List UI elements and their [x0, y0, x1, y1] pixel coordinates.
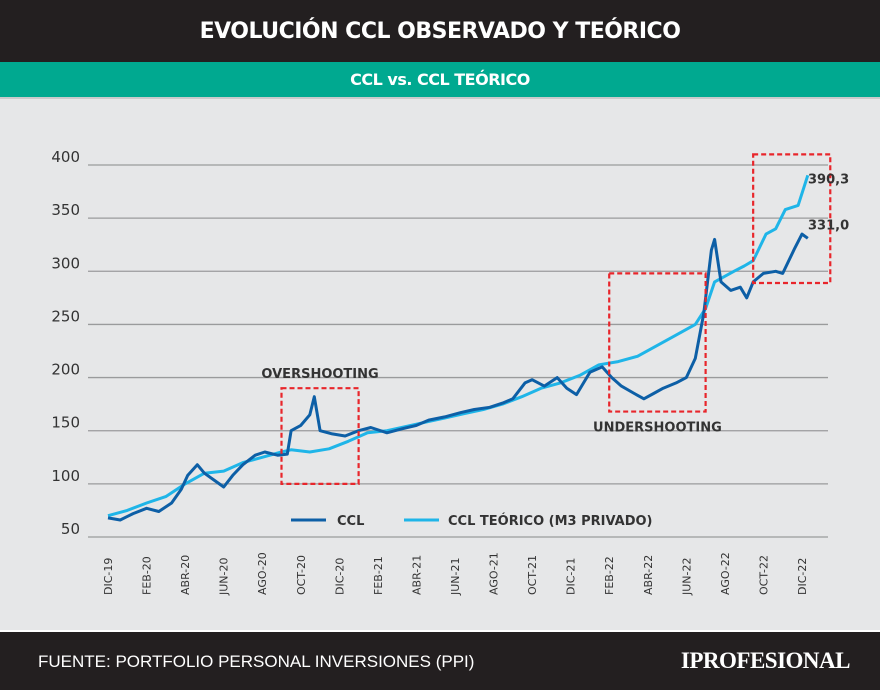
y-tick-label: 250	[51, 307, 80, 325]
x-tick-label: DIC-21	[565, 558, 578, 595]
x-tick-label: JUN-20	[218, 558, 231, 597]
x-tick-label: JUN-21	[449, 558, 462, 597]
y-tick-label: 150	[51, 414, 80, 432]
x-tick-label: AGO-21	[488, 552, 501, 595]
end-label-ccl: 331,0	[808, 219, 849, 234]
y-tick-label: 400	[51, 148, 80, 166]
annotation-label: OVERSHOOTING	[261, 367, 378, 382]
annotation-label: UNDERSHOOTING	[593, 421, 722, 436]
chart-title: EVOLUCIÓN CCL OBSERVADO Y TEÓRICO	[0, 0, 880, 62]
legend-label-ccl-teorico: CCL TEÓRICO (M3 PRIVADO)	[448, 513, 653, 529]
chart-subtitle: CCL vs. CCL TEÓRICO	[0, 62, 880, 99]
annotation-box	[608, 272, 707, 413]
x-tick-label: AGO-20	[256, 552, 269, 595]
x-tick-label: DIC-20	[333, 558, 346, 595]
source-text: FUENTE: PORTFOLIO PERSONAL INVERSIONES (…	[38, 652, 475, 671]
x-tick-label: AGO-22	[719, 552, 732, 595]
ccl-teorico-line	[107, 174, 810, 518]
footer: FUENTE: PORTFOLIO PERSONAL INVERSIONES (…	[0, 630, 880, 690]
x-tick-label: FEB-20	[141, 556, 154, 595]
x-tick-label: OCT-20	[295, 555, 308, 595]
line-chart: 400 350 300 250 200 150 100 50 DIC-19 FEB-20 ABR-2…	[51, 148, 849, 597]
x-tick-label: DIC-22	[796, 558, 809, 595]
x-tick-label: FEB-22	[603, 556, 616, 595]
legend-label-ccl: CCL	[337, 514, 364, 529]
x-tick-label: DIC-19	[102, 558, 115, 595]
y-tick-label: 100	[51, 467, 80, 485]
annotation-box	[752, 153, 832, 285]
annotation-box	[280, 387, 360, 485]
x-tick-label: ABR-22	[642, 555, 655, 595]
ccl-line	[107, 232, 809, 522]
y-tick-label: 350	[51, 201, 80, 219]
iprofesional-logo: IPROFESIONAL	[680, 648, 851, 673]
y-tick-label: 200	[51, 361, 80, 379]
y-tick-label: 50	[61, 520, 80, 538]
x-tick-label: ABR-21	[410, 555, 423, 595]
y-tick-label: 300	[51, 254, 80, 272]
x-tick-label: ABR-20	[179, 555, 192, 595]
end-label-teorico: 390,3	[808, 172, 849, 187]
x-tick-label: OCT-21	[526, 555, 539, 595]
x-tick-label: OCT-22	[757, 555, 770, 595]
x-tick-label: JUN-22	[680, 558, 693, 597]
x-tick-label: FEB-21	[372, 556, 385, 595]
